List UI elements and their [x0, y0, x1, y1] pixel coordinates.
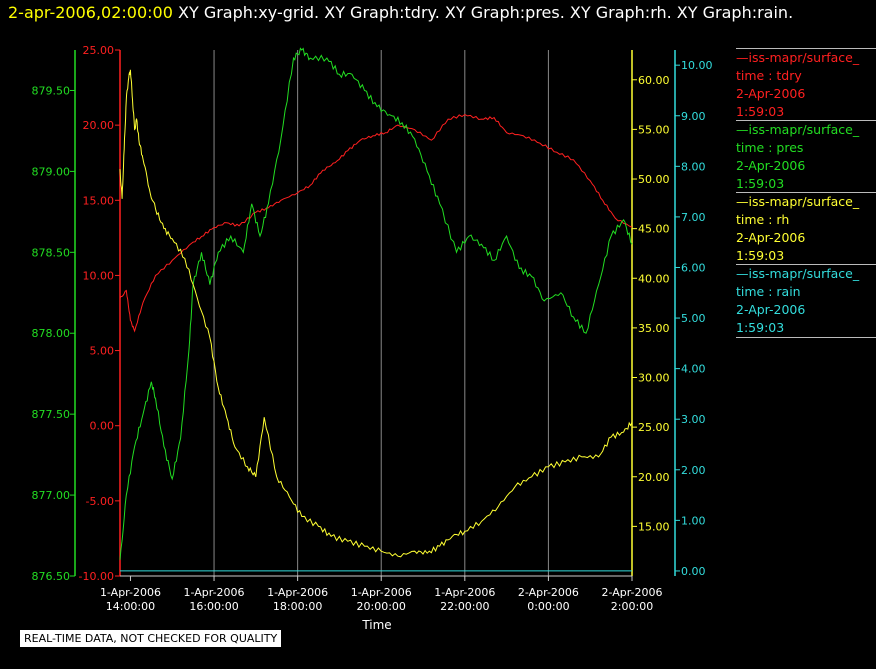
legend-entry-pres: —iss-mapr/surface_ time : pres 2-Apr-200…: [736, 120, 876, 193]
legend-field-rain: time : rain: [736, 284, 801, 299]
pres-tick-label: 879.50: [32, 84, 71, 97]
rh-tick-label: 55.00: [638, 123, 670, 136]
pres-tick-label: 878.00: [32, 327, 71, 340]
header-timestamp: 2-apr-2006,02:00:00: [8, 3, 173, 22]
rain-tick-label: 10.00: [681, 59, 713, 72]
rain-tick-label: 9.00: [681, 110, 706, 123]
legend-time-rh: 1:59:03: [736, 248, 785, 263]
x-tick-label: 20:00:00: [357, 600, 406, 613]
x-tick-label: 2-Apr-2006: [518, 586, 579, 599]
legend-field-rh: time : rh: [736, 212, 790, 227]
rain-tick-label: 2.00: [681, 464, 706, 477]
legend-field-pres: time : pres: [736, 140, 804, 155]
legend-time-tdry: 1:59:03: [736, 104, 785, 119]
header: 2-apr-2006,02:00:00 XY Graph:xy-grid. XY…: [8, 3, 793, 22]
header-titles: XY Graph:xy-grid. XY Graph:tdry. XY Grap…: [178, 3, 794, 22]
rh-tick-label: 35.00: [638, 322, 670, 335]
rh-tick-label: 30.00: [638, 372, 670, 385]
pres-tick-label: 876.50: [32, 570, 71, 583]
x-tick-label: 14:00:00: [106, 600, 155, 613]
rain-tick-label: 4.00: [681, 363, 706, 376]
rh-tick-label: 60.00: [638, 74, 670, 87]
rain-tick-label: 1.00: [681, 514, 706, 527]
legend-date-pres: 2-Apr-2006: [736, 158, 806, 173]
quality-note: REAL-TIME DATA, NOT CHECKED FOR QUALITY: [20, 630, 282, 647]
tdry-tick-label: 10.00: [83, 269, 115, 282]
pres-tick-label: 877.00: [32, 489, 71, 502]
legend-entry-rain: —iss-mapr/surface_ time : rain 2-Apr-200…: [736, 264, 876, 338]
legend-name-tdry: —iss-mapr/surface_: [736, 50, 860, 65]
rh-tick-label: 20.00: [638, 471, 670, 484]
tdry-tick-label: 5.00: [90, 345, 115, 358]
pres-tick-label: 878.50: [32, 246, 71, 259]
tdry-tick-label: -10.00: [79, 570, 114, 583]
rh-tick-label: 15.00: [638, 520, 670, 533]
x-tick-label: 1-Apr-2006: [100, 586, 161, 599]
x-tick-label: 16:00:00: [189, 600, 238, 613]
x-tick-label: 2:00:00: [611, 600, 653, 613]
legend-entry-tdry: —iss-mapr/surface_ time : tdry 2-Apr-200…: [736, 48, 876, 121]
x-tick-label: 1-Apr-2006: [434, 586, 495, 599]
x-tick-label: 0:00:00: [527, 600, 569, 613]
pres-tick-label: 879.00: [32, 165, 71, 178]
legend-entry-rh: —iss-mapr/surface_ time : rh 2-Apr-2006 …: [736, 192, 876, 265]
rain-tick-label: 8.00: [681, 160, 706, 173]
legend-date-rh: 2-Apr-2006: [736, 230, 806, 245]
rh-tick-label: 50.00: [638, 173, 670, 186]
rain-tick-label: 5.00: [681, 312, 706, 325]
rh-tick-label: 25.00: [638, 421, 670, 434]
legend-name-rain: —iss-mapr/surface_: [736, 266, 860, 281]
tdry-tick-label: 15.00: [83, 194, 115, 207]
rain-tick-label: 0.00: [681, 565, 706, 578]
x-tick-label: 18:00:00: [273, 600, 322, 613]
legend-name-rh: —iss-mapr/surface_: [736, 194, 860, 209]
tdry-series-line: [119, 114, 633, 333]
legend-time-pres: 1:59:03: [736, 176, 785, 191]
x-tick-label: 1-Apr-2006: [351, 586, 412, 599]
pres-tick-label: 877.50: [32, 408, 71, 421]
tdry-tick-label: 25.00: [83, 44, 115, 57]
tdry-tick-label: 20.00: [83, 119, 115, 132]
legend-field-tdry: time : tdry: [736, 68, 802, 83]
pres-series-line: [119, 47, 633, 560]
x-tick-label: 1-Apr-2006: [267, 586, 328, 599]
rain-tick-label: 3.00: [681, 413, 706, 426]
rain-tick-label: 7.00: [681, 211, 706, 224]
legend-date-tdry: 2-Apr-2006: [736, 86, 806, 101]
tdry-tick-label: -5.00: [86, 495, 114, 508]
tdry-tick-label: 0.00: [90, 420, 115, 433]
x-tick-label: 22:00:00: [440, 600, 489, 613]
rh-series-line: [119, 69, 633, 558]
x-tick-label: 1-Apr-2006: [184, 586, 245, 599]
legend-time-rain: 1:59:03: [736, 320, 785, 335]
x-axis-label: Time: [361, 618, 391, 632]
rh-tick-label: 40.00: [638, 272, 670, 285]
x-tick-label: 2-Apr-2006: [601, 586, 662, 599]
legend-name-pres: —iss-mapr/surface_: [736, 122, 860, 137]
legend-date-rain: 2-Apr-2006: [736, 302, 806, 317]
rh-tick-label: 45.00: [638, 223, 670, 236]
rain-tick-label: 6.00: [681, 261, 706, 274]
